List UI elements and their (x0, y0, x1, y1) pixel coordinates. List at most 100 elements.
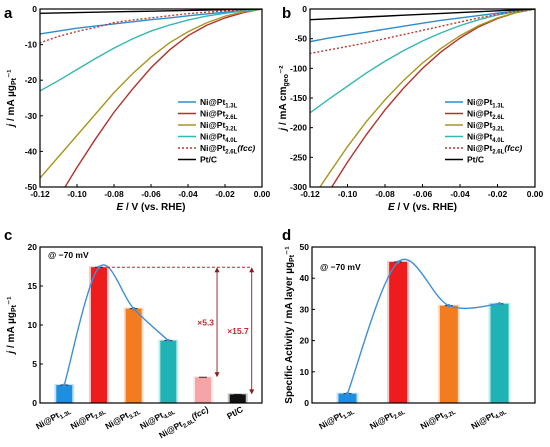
x-tick-label: 0.00 (527, 189, 544, 199)
y-tick-label: 20 (28, 242, 38, 252)
y-tick-label: 30 (300, 304, 310, 314)
bar (56, 385, 73, 403)
ratio-arrow-head (214, 267, 220, 273)
ratio-label: ×5.3 (197, 317, 214, 327)
y-tick-label: 0 (302, 4, 307, 14)
series-line-4 (310, 9, 535, 55)
panel-c: ×5.3×15.705101520Ni@Pt1.3LNi@Pt2.6LNi@Pt… (4, 227, 263, 443)
trend-point (62, 383, 66, 387)
category-label: Ni@Pt4.0L (469, 404, 508, 434)
trend-line (63, 264, 169, 386)
y-tick-label: 0 (304, 398, 309, 408)
x-tick-label: -0.04 (178, 189, 198, 199)
x-tick-label: -0.06 (141, 189, 161, 199)
legend-label: Ni@Pt2.6L(fcc) (200, 143, 255, 156)
series-line-2 (319, 9, 535, 187)
series-line-2 (40, 9, 262, 179)
bar (338, 393, 357, 403)
legend-label: Ni@Pt2.6L(fcc) (467, 143, 522, 156)
trend-point (497, 302, 502, 306)
y-tick-label: -40 (25, 146, 38, 156)
trend-point (166, 339, 170, 343)
bar (229, 394, 246, 403)
panel-b: -0.12 -0.10 -0.08 -0.06 -0.04 -0.02 0.00 -300 -2… (278, 4, 544, 213)
y-tick-label: 40 (300, 273, 310, 283)
legend-label: Ni@Pt2.6L (467, 109, 505, 122)
y-tick-label: 15 (28, 281, 38, 291)
category-label: Ni@Pt2.6L (69, 404, 108, 434)
series-line-5 (40, 9, 262, 14)
y-axis-label: Specific Activity / mA layer µgPt⁻¹ (284, 246, 296, 404)
legend-label: Ni@Pt4.0L (467, 132, 505, 145)
x-axis-label: E / V (vs. RHE) (388, 202, 457, 213)
bar (160, 340, 177, 403)
y-axis-label: j / mA µgPt⁻¹ (6, 69, 18, 129)
series-line-0 (40, 9, 262, 35)
trend-point (132, 307, 136, 311)
series-line-5 (310, 9, 535, 21)
x-tick-label: -0.08 (375, 189, 395, 199)
legend-label: Ni@Pt2.6L (200, 109, 238, 122)
y-tick-label: -20 (25, 75, 38, 85)
y-tick-label: -50 (25, 182, 38, 192)
bar (389, 261, 408, 403)
legend-label: Pt/C (467, 155, 484, 165)
bar (490, 303, 509, 403)
y-tick-label: 5 (32, 359, 37, 369)
y-axis-label: j / mA µgPt⁻¹ (6, 296, 18, 356)
y-tick-label: -200 (290, 123, 307, 133)
y-tick-label: -100 (290, 63, 307, 73)
bar (90, 267, 107, 403)
trend-point (97, 265, 101, 269)
y-tick-label: 50 (300, 242, 310, 252)
legend-label: Ni@Pt4.0L (200, 132, 238, 145)
plot-frame (311, 246, 536, 404)
trend-point (447, 304, 451, 308)
y-tick-label: -10 (25, 40, 38, 50)
x-tick-label: -0.06 (413, 189, 433, 199)
plot-frame (39, 8, 263, 188)
category-label: Ni@Pt1.3L (34, 404, 73, 434)
legend-label: Ni@Pt1.3L (200, 97, 238, 110)
category-label: Pt/C (225, 404, 245, 421)
x-tick-label: -0.02 (215, 189, 235, 199)
panel-letter: c (4, 227, 12, 244)
y-tick-label: -150 (290, 93, 307, 103)
category-label: Ni@Pt3.2L (419, 404, 458, 434)
trend-line (346, 258, 500, 394)
y-tick-label: -50 (295, 34, 308, 44)
condition-annotation: @ −70 mV (48, 250, 89, 260)
panel-letter: d (282, 227, 291, 244)
y-tick-label: 10 (28, 320, 38, 330)
y-tick-label: 10 (300, 367, 310, 377)
ratio-arrow-head (249, 389, 255, 395)
series-line-3 (310, 9, 535, 114)
x-tick-label: -0.08 (104, 189, 124, 199)
x-tick-label: 0.00 (254, 189, 271, 199)
panel-d: 0 10 20 30 40 50 Ni@Pt1.3L Ni@Pt2.6L Ni@Pt3.2L Ni… (282, 227, 536, 434)
panel-a: -0.12 -0.10 -0.08 -0.06 -0.04 -0.02 0.00 -50 -40… (4, 4, 271, 213)
panel-letter: a (4, 5, 13, 22)
condition-annotation: @ −70 mV (320, 262, 361, 272)
y-tick-label: 0 (32, 4, 37, 14)
category-label: Ni@Pt2.6L(fcc) (157, 404, 211, 443)
y-tick-label: 20 (300, 336, 310, 346)
trend-point (396, 260, 400, 264)
x-tick-label: -0.10 (338, 189, 358, 199)
legend-label: Ni@Pt1.3L (467, 97, 505, 110)
trend-point (345, 392, 350, 396)
y-tick-label: -300 (290, 182, 307, 192)
bar (195, 377, 212, 403)
legend-label: Pt/C (200, 155, 217, 165)
y-axis-label: j / mA cmgeo⁻² (278, 65, 290, 133)
x-tick-label: -0.12 (300, 189, 320, 199)
panel-letter: b (282, 5, 291, 22)
bar (439, 305, 458, 403)
ratio-arrow-head (214, 372, 220, 378)
category-label: Ni@Pt2.6L (368, 404, 407, 434)
series-line-0 (310, 9, 535, 43)
x-tick-label: -0.12 (30, 189, 50, 199)
series-line-4 (40, 9, 262, 44)
x-tick-label: -0.02 (488, 189, 508, 199)
